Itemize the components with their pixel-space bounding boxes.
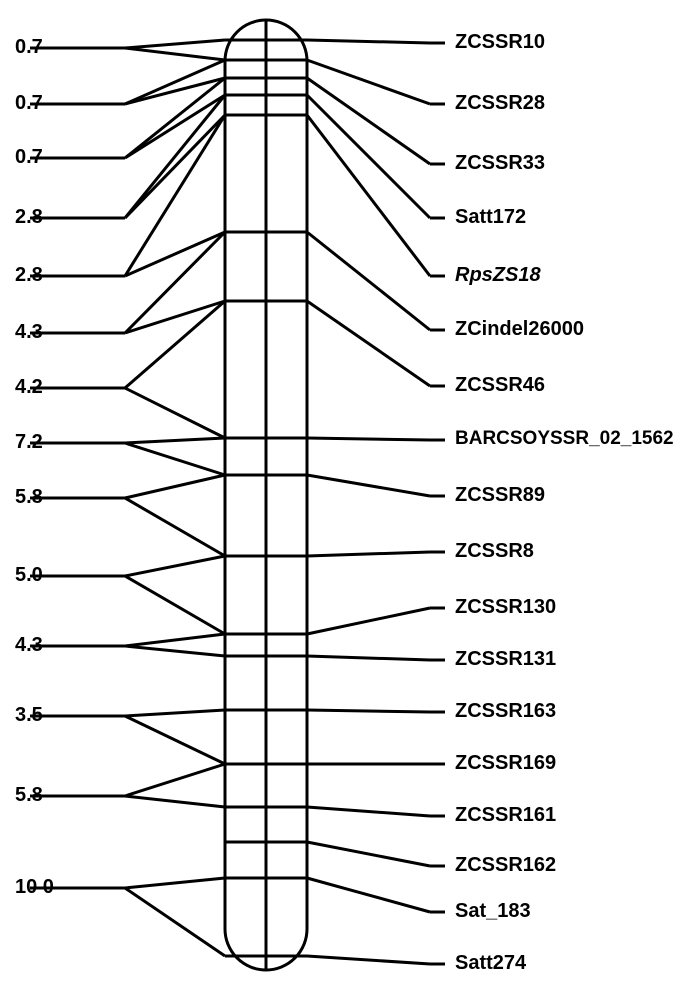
marker-label: ZCSSR8 (455, 540, 534, 563)
distance-label: 3.5 (15, 704, 43, 727)
distance-label: 0.7 (15, 92, 43, 115)
marker-label: ZCSSR169 (455, 752, 556, 775)
marker-label: Satt172 (455, 206, 526, 229)
distance-label: 0.7 (15, 146, 43, 169)
distance-label: 4.2 (15, 376, 43, 399)
marker-label: ZCSSR33 (455, 152, 545, 175)
marker-label: ZCSSR46 (455, 374, 545, 397)
distance-label: 5.8 (15, 784, 43, 807)
map-svg (0, 0, 685, 1000)
distance-label: 0.7 (15, 36, 43, 59)
marker-label: Satt274 (455, 952, 526, 975)
marker-label: ZCSSR28 (455, 92, 545, 115)
distance-label: 5.0 (15, 564, 43, 587)
marker-label: ZCSSR10 (455, 31, 545, 54)
marker-label: ZCSSR163 (455, 700, 556, 723)
distance-label: 2.8 (15, 206, 43, 229)
linkage-map: 0.7 0.7 0.7 2.8 2.8 4.3 4.2 7.2 5.8 5.0 4.3 3.5 5.8 1… (0, 0, 685, 1000)
marker-label: RpsZS18 (455, 264, 541, 287)
distance-label: 2.8 (15, 264, 43, 287)
marker-label: ZCSSR161 (455, 804, 556, 827)
distance-label: 10 0 (15, 876, 54, 899)
marker-label: BARCSOYSSR_02_1562 (455, 428, 674, 450)
marker-label: ZCSSR162 (455, 854, 556, 877)
marker-label: ZCindel26000 (455, 318, 584, 341)
marker-label: Sat_183 (455, 900, 531, 923)
marker-label: ZCSSR89 (455, 484, 545, 507)
marker-label: ZCSSR131 (455, 648, 556, 671)
distance-label: 4.3 (15, 634, 43, 657)
distance-label: 5.8 (15, 486, 43, 509)
marker-label: ZCSSR130 (455, 596, 556, 619)
distance-label: 7.2 (15, 431, 43, 454)
distance-label: 4.3 (15, 321, 43, 344)
